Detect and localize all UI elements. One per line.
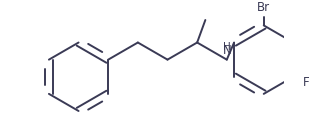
Text: Br: Br bbox=[257, 1, 270, 14]
Text: H: H bbox=[223, 42, 231, 52]
Text: N: N bbox=[223, 44, 231, 57]
Text: F: F bbox=[302, 76, 309, 89]
